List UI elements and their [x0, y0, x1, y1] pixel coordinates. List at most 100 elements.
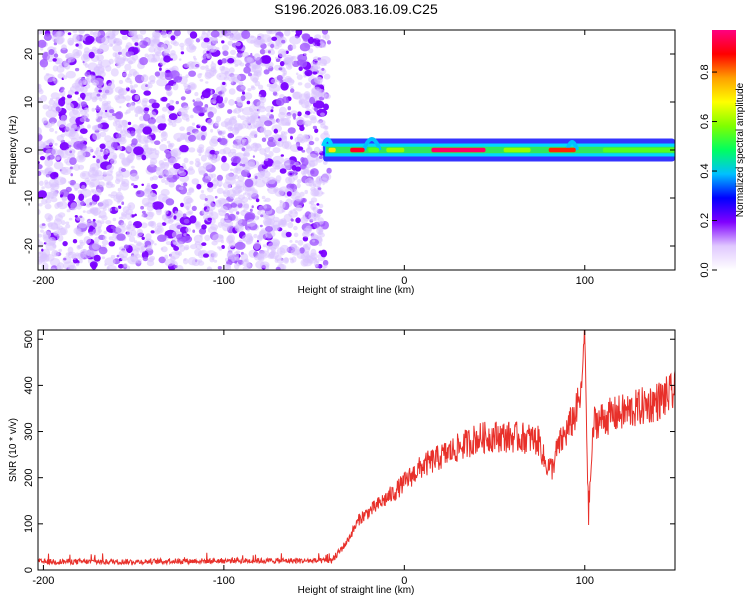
noise-speckle: [63, 257, 67, 261]
noise-speckle: [120, 168, 126, 172]
noise-speckle: [234, 107, 242, 114]
noise-speckle: [200, 154, 207, 162]
noise-speckle: [121, 119, 128, 127]
noise-speckle: [318, 155, 323, 159]
noise-speckle: [182, 213, 187, 218]
noise-speckle: [304, 189, 309, 195]
noise-speckle: [231, 33, 242, 41]
noise-speckle: [167, 218, 174, 224]
noise-speckle: [127, 202, 136, 211]
noise-speckle: [156, 227, 162, 233]
noise-speckle: [110, 159, 117, 165]
noise-speckle: [191, 178, 200, 185]
noise-speckle: [267, 176, 276, 185]
colorbar-tick-label: 0.2: [699, 213, 711, 228]
noise-speckle: [128, 68, 138, 76]
noise-speckle: [145, 147, 155, 155]
noise-speckle: [73, 164, 81, 171]
noise-speckle: [276, 141, 281, 147]
noise-speckle: [209, 67, 217, 77]
noise-speckle: [228, 99, 235, 106]
noise-speckle: [59, 177, 67, 185]
noise-speckle: [82, 50, 91, 60]
noise-speckle: [41, 223, 46, 226]
noise-speckle: [183, 233, 187, 237]
noise-speckle: [44, 179, 49, 185]
noise-speckle: [97, 219, 101, 223]
noise-speckle: [56, 225, 63, 230]
noise-speckle: [151, 125, 158, 132]
noise-speckle: [102, 172, 107, 176]
noise-speckle: [190, 114, 194, 119]
noise-speckle: [297, 82, 303, 86]
noise-speckle: [161, 139, 164, 142]
noise-speckle: [318, 41, 325, 48]
noise-speckle: [236, 211, 240, 215]
noise-speckle: [83, 236, 92, 244]
noise-speckle: [304, 82, 312, 89]
noise-speckle: [73, 183, 81, 190]
noise-speckle: [63, 60, 70, 67]
noise-speckle: [107, 82, 116, 90]
noise-speckle: [49, 127, 55, 133]
noise-speckle: [125, 51, 132, 57]
noise-speckle: [57, 149, 63, 154]
noise-speckle: [141, 236, 145, 240]
noise-speckle: [38, 133, 43, 142]
noise-speckle: [313, 260, 319, 267]
noise-speckle: [146, 164, 158, 173]
noise-speckle: [265, 226, 273, 232]
noise-speckle: [303, 227, 310, 235]
noise-speckle: [307, 143, 311, 148]
noise-speckle: [245, 146, 253, 152]
noise-speckle: [221, 44, 229, 52]
noise-speckle: [269, 167, 276, 173]
noise-speckle: [314, 34, 322, 40]
noise-speckle: [289, 35, 301, 45]
noise-speckle: [312, 207, 319, 213]
y-tick-label: 0: [23, 147, 35, 153]
noise-speckle: [65, 221, 70, 225]
noise-speckle: [41, 248, 44, 252]
noise-speckle: [75, 67, 80, 72]
noise-speckle: [304, 69, 313, 77]
noise-speckle: [161, 33, 168, 38]
noise-speckle: [278, 111, 286, 119]
noise-speckle: [267, 242, 277, 251]
noise-speckle: [50, 267, 56, 270]
noise-speckle: [209, 36, 213, 40]
noise-speckle: [191, 258, 201, 267]
noise-speckle: [234, 223, 244, 233]
noise-speckle: [227, 234, 236, 243]
noise-speckle: [164, 162, 170, 167]
x-tick-label: 100: [576, 275, 594, 287]
noise-speckle: [228, 67, 235, 74]
noise-speckle: [303, 134, 309, 140]
noise-speckle: [227, 57, 235, 64]
noise-speckle: [146, 183, 151, 188]
y-tick-label: 10: [23, 96, 35, 108]
noise-speckle: [270, 43, 275, 49]
noise-speckle: [110, 191, 118, 197]
noise-speckle: [253, 233, 258, 239]
noise-speckle: [290, 88, 295, 93]
noise-speckle: [264, 49, 269, 53]
spectrogram-plot-area: [38, 30, 675, 270]
noise-speckle: [246, 219, 256, 227]
noise-speckle: [283, 157, 291, 166]
noise-speckle: [314, 137, 320, 142]
noise-speckle: [267, 254, 275, 259]
noise-speckle: [57, 212, 66, 218]
noise-speckle: [245, 125, 249, 129]
noise-speckle: [102, 173, 114, 182]
noise-speckle: [297, 146, 304, 151]
noise-speckle: [224, 257, 229, 262]
noise-speckle: [263, 169, 269, 173]
noise-speckle: [230, 73, 242, 83]
noise-speckle: [44, 153, 50, 160]
noise-speckle: [279, 244, 290, 254]
noise-speckle: [100, 220, 105, 225]
noise-speckle: [141, 214, 145, 218]
noise-speckle: [211, 157, 218, 164]
